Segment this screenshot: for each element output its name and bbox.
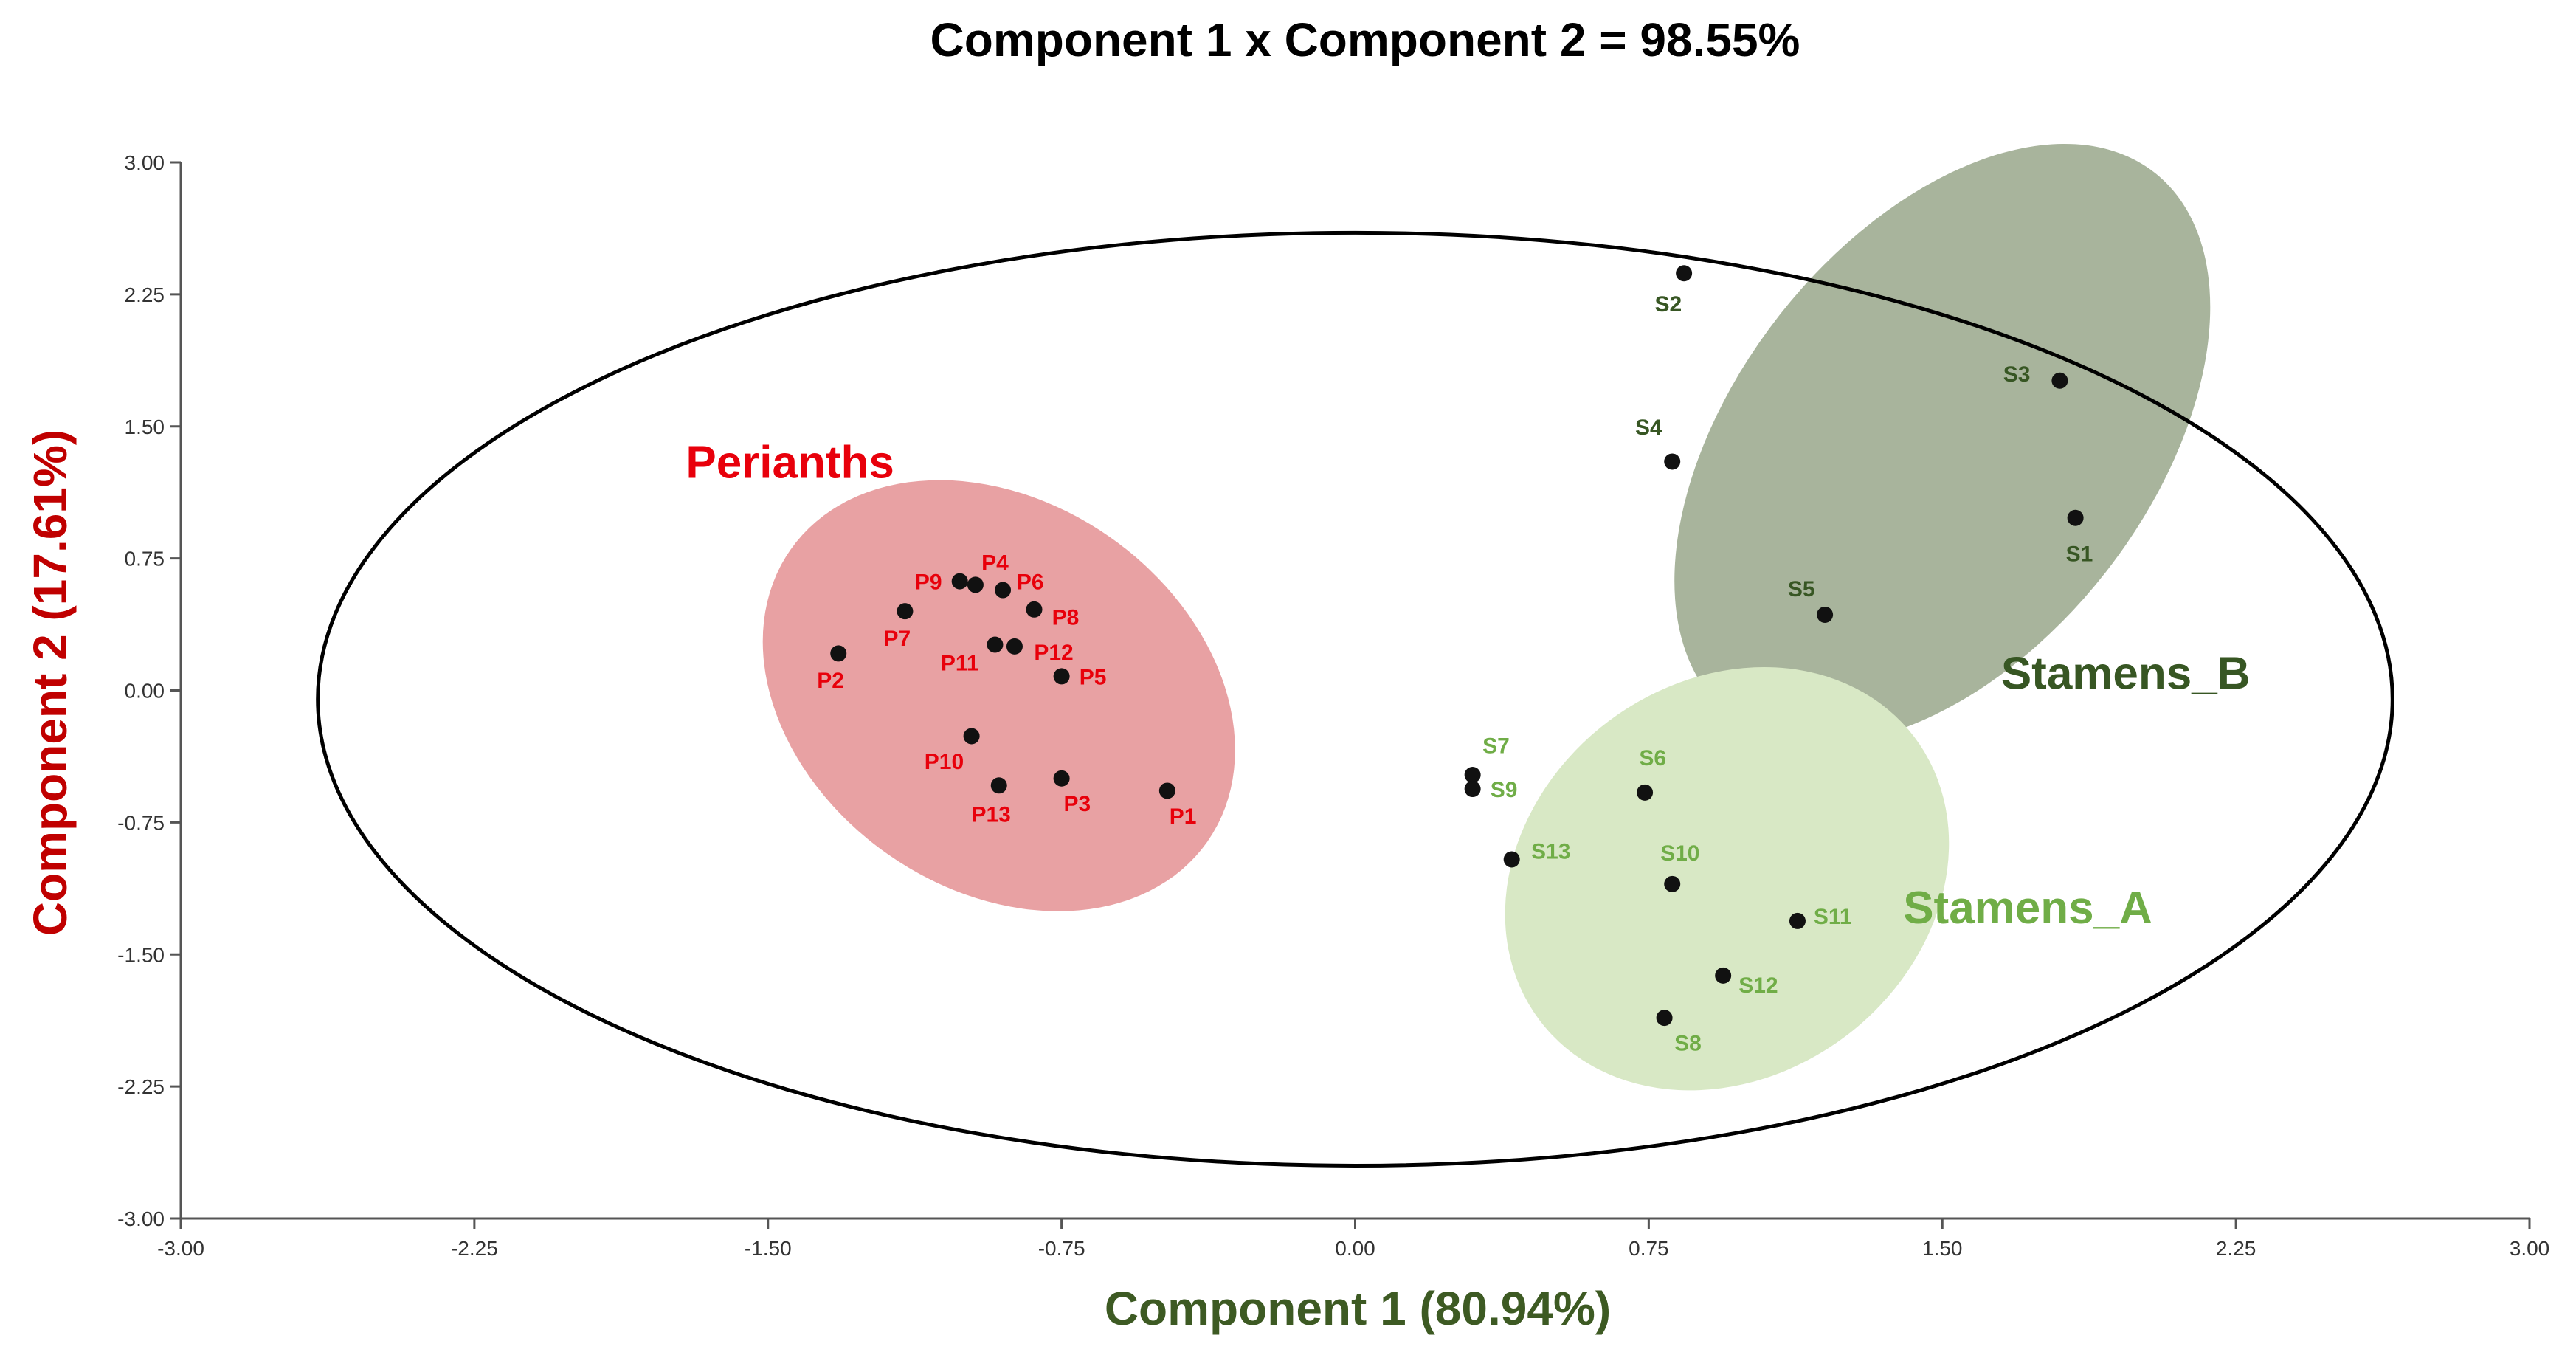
point-label-p12: P12: [1034, 641, 1073, 665]
point-p11: [987, 636, 1004, 653]
point-s12: [1715, 967, 1732, 984]
y-tick-label: 1.50: [125, 416, 165, 438]
point-label-s9: S9: [1491, 778, 1518, 802]
point-p6: [995, 582, 1012, 599]
point-p9: [951, 573, 968, 590]
point-s13: [1503, 851, 1520, 868]
point-p5: [1053, 668, 1070, 685]
y-tick-label: 3.00: [125, 151, 165, 174]
point-label-s7: S7: [1482, 734, 1510, 758]
point-p1: [1158, 782, 1175, 799]
point-s6: [1637, 784, 1654, 801]
point-label-s2: S2: [1655, 292, 1682, 317]
point-label-s8: S8: [1674, 1032, 1702, 1056]
point-label-p4: P4: [981, 551, 1009, 575]
point-labels: P1 P2 P3 P4 P5 P6 P7 P8 P9 P10 P11 P12 P13 S1 S2 S3 S4 S5…: [817, 292, 2093, 1056]
point-s7: [1464, 766, 1481, 783]
point-label-p5: P5: [1080, 665, 1107, 689]
point-p4: [967, 576, 984, 593]
x-tick-label: 2.25: [2216, 1237, 2256, 1260]
x-axis-title: Component 1 (80.94%): [1105, 1282, 1611, 1335]
point-s9: [1464, 781, 1481, 798]
point-p8: [1026, 601, 1043, 618]
point-p12: [1006, 638, 1023, 655]
y-tick-label: 0.75: [125, 548, 165, 570]
point-s11: [1789, 912, 1806, 929]
point-label-s11: S11: [1814, 905, 1852, 929]
region-stamens-a: [1505, 666, 1950, 1091]
point-label-p6: P6: [1017, 570, 1044, 595]
x-tick-label: 3.00: [2510, 1237, 2550, 1260]
point-label-s4: S4: [1635, 416, 1662, 440]
point-p3: [1053, 770, 1070, 787]
y-axis-title: Component 2 (17.61%): [24, 430, 77, 936]
point-s10: [1664, 875, 1681, 892]
region-perianths: [762, 480, 1235, 911]
point-label-p10: P10: [925, 750, 964, 774]
x-tick-label: -3.00: [157, 1237, 204, 1260]
x-tick-label: -0.75: [1038, 1237, 1085, 1260]
point-p2: [830, 645, 847, 662]
x-tick-label: 1.50: [1922, 1237, 1963, 1260]
point-p13: [990, 777, 1007, 794]
y-tick-label: 2.25: [125, 283, 165, 306]
x-tick-label: 0.00: [1335, 1237, 1375, 1260]
group-regions: [762, 143, 2211, 1091]
x-tick-label: -1.50: [745, 1237, 792, 1260]
point-s2: [1676, 265, 1693, 282]
point-label-s3: S3: [2003, 362, 2031, 387]
data-points: [830, 265, 2084, 1027]
point-s5: [1817, 606, 1834, 623]
point-s3: [2051, 372, 2068, 389]
point-p7: [897, 603, 914, 620]
y-tick-label: -1.50: [117, 943, 165, 966]
point-label-p9: P9: [915, 570, 942, 595]
y-tick-label: 0.00: [125, 680, 165, 703]
point-label-p7: P7: [883, 627, 911, 651]
region-stamens-b: [1674, 143, 2211, 745]
confidence-ellipse: [316, 230, 2394, 1168]
point-label-p1: P1: [1170, 804, 1197, 829]
point-label-s6: S6: [1639, 746, 1666, 770]
point-label-p3: P3: [1063, 792, 1091, 816]
x-tick-label: -2.25: [451, 1237, 498, 1260]
point-s8: [1656, 1010, 1673, 1027]
point-label-p8: P8: [1052, 605, 1080, 630]
point-s4: [1664, 453, 1681, 470]
group-label-stamens-a: Stamens_A: [1903, 883, 2152, 934]
confidence-ellipse-layer: [316, 230, 2394, 1168]
chart-title: Component 1 x Component 2 = 98.55%: [930, 13, 1800, 66]
y-tick-label: -3.00: [117, 1207, 165, 1230]
point-label-s10: S10: [1660, 841, 1699, 866]
point-label-s13: S13: [1531, 840, 1570, 864]
point-label-p2: P2: [817, 669, 844, 693]
axes: -3.00 -2.25 -1.50 -0.75 0.00 0.75 1.50 2.25 3.00…: [117, 151, 2549, 1260]
point-label-p13: P13: [971, 802, 1010, 827]
group-labels: Perianths Stamens_B Stamens_A: [686, 437, 2250, 933]
group-label-perianths: Perianths: [686, 437, 894, 488]
point-p10: [963, 728, 980, 745]
point-label-s5: S5: [1788, 577, 1815, 601]
x-tick-label: 0.75: [1629, 1237, 1669, 1260]
point-label-s12: S12: [1738, 973, 1778, 998]
point-label-p11: P11: [941, 651, 979, 675]
y-tick-label: -0.75: [117, 811, 165, 834]
group-label-stamens-b: Stamens_B: [2001, 649, 2251, 700]
point-s1: [2067, 509, 2084, 526]
y-tick-label: -2.25: [117, 1075, 165, 1098]
point-label-s1: S1: [2066, 542, 2093, 566]
